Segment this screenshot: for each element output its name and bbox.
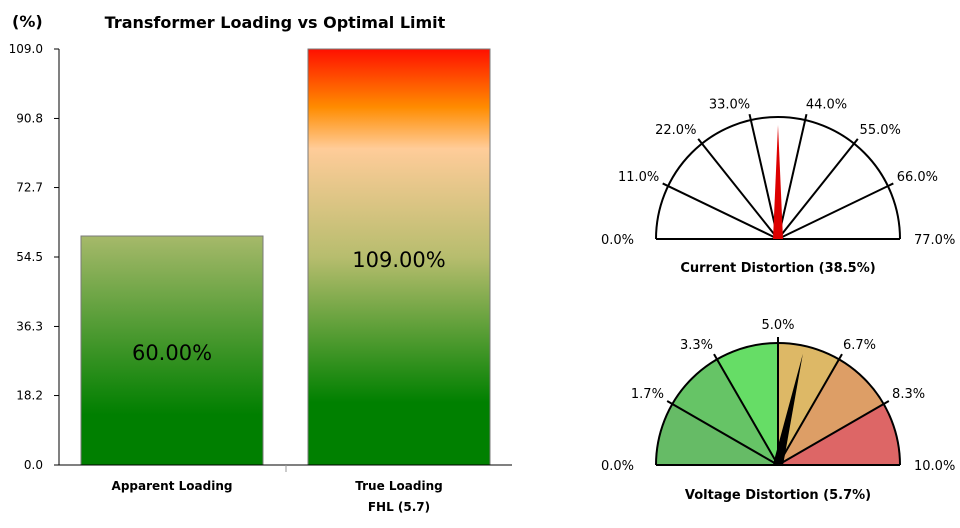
- y-tick-label: 54.5: [16, 250, 43, 264]
- gauge-tick-label: 0.0%: [601, 459, 634, 474]
- x-category-sublabel: FHL (5.7): [368, 500, 430, 514]
- gauge-tick-label: 6.7%: [843, 338, 876, 353]
- gauge-tick-label: 66.0%: [897, 170, 938, 185]
- bar-value-label: 60.00%: [132, 341, 212, 365]
- y-axis-unit-label: (%): [12, 12, 43, 31]
- gauge-tick: [777, 182, 894, 240]
- gauge-tick: [666, 400, 779, 466]
- gauge-band: [778, 359, 884, 465]
- x-category-label: Apparent Loading: [112, 479, 233, 493]
- y-tick-label: 109.0: [9, 42, 43, 56]
- gauge-tick-label: 55.0%: [860, 123, 901, 138]
- chart-title: Transformer Loading vs Optimal Limit: [105, 13, 446, 32]
- gauge-tick-label: 11.0%: [618, 170, 659, 185]
- gauge-band: [778, 404, 900, 465]
- gauge-tick-label: 22.0%: [655, 123, 696, 138]
- gauge-tick-label: 0.0%: [601, 233, 634, 248]
- gauge-tick-label: 8.3%: [892, 387, 925, 402]
- gauge-needle: [773, 125, 783, 239]
- gauge-tick: [777, 113, 808, 240]
- gauge-tick-label: 1.7%: [631, 387, 664, 402]
- gauge-band: [717, 343, 778, 465]
- bar-value-label: 109.00%: [352, 248, 445, 272]
- gauge-tick: [777, 400, 890, 466]
- gauge-band: [672, 359, 778, 465]
- y-tick-label: 72.7: [16, 181, 43, 195]
- gauge-band: [656, 404, 778, 465]
- x-category-label: True Loading: [355, 479, 442, 493]
- gauge-needle: [773, 353, 803, 467]
- y-tick-label: 18.2: [16, 389, 43, 403]
- gauge-tick: [777, 353, 843, 466]
- gauge-tick-label: 33.0%: [709, 97, 750, 112]
- gauge-tick-label: 3.3%: [680, 338, 713, 353]
- y-tick-label: 90.8: [16, 111, 43, 125]
- y-tick-label: 36.3: [16, 319, 43, 333]
- gauge-tick-label: 10.0%: [914, 459, 955, 474]
- bar-true-loading: [307, 48, 491, 466]
- gauge-band: [778, 343, 839, 465]
- gauge-tick: [697, 138, 779, 240]
- gauge-title: Current Distortion (38.5%): [680, 261, 875, 276]
- gauge-arc: [655, 116, 901, 240]
- gauge-tick: [662, 182, 779, 240]
- gauge-tick-label: 77.0%: [914, 233, 955, 248]
- gauge-title: Voltage Distortion (5.7%): [685, 488, 871, 503]
- y-tick-label: 0.0: [24, 458, 43, 472]
- gauge-tick: [748, 113, 779, 240]
- gauge-tick: [713, 353, 779, 466]
- gauge-tick-label: 5.0%: [761, 318, 794, 333]
- gauge-tick-label: 44.0%: [806, 97, 847, 112]
- gauge-tick: [777, 138, 859, 240]
